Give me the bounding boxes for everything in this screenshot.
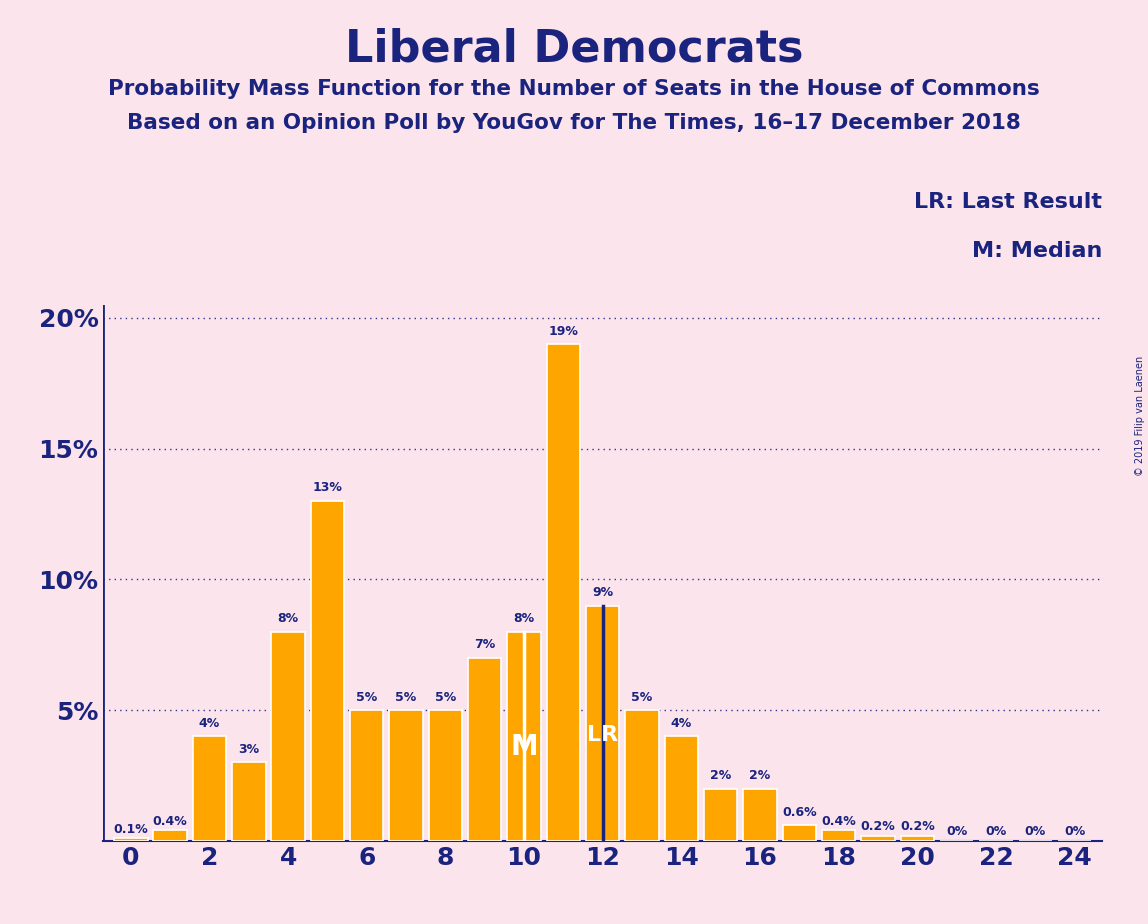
Text: 4%: 4%: [199, 717, 220, 730]
Text: 4%: 4%: [670, 717, 692, 730]
Text: Probability Mass Function for the Number of Seats in the House of Commons: Probability Mass Function for the Number…: [108, 79, 1040, 99]
Bar: [232, 762, 265, 841]
Bar: [271, 632, 305, 841]
Text: Liberal Democrats: Liberal Democrats: [344, 28, 804, 71]
Bar: [507, 632, 541, 841]
Text: 5%: 5%: [395, 690, 417, 703]
Text: 0.4%: 0.4%: [821, 815, 856, 828]
Bar: [546, 344, 580, 841]
Bar: [783, 825, 816, 841]
Bar: [193, 736, 226, 841]
Text: 2%: 2%: [711, 769, 731, 782]
Text: 5%: 5%: [631, 690, 653, 703]
Bar: [861, 835, 894, 841]
Text: 5%: 5%: [356, 690, 378, 703]
Text: 3%: 3%: [239, 743, 259, 756]
Text: 2%: 2%: [750, 769, 770, 782]
Bar: [154, 831, 187, 841]
Text: 9%: 9%: [592, 586, 613, 599]
Bar: [822, 831, 855, 841]
Text: © 2019 Filip van Laenen: © 2019 Filip van Laenen: [1135, 356, 1145, 476]
Text: LR: LR: [587, 725, 619, 745]
Text: 0.2%: 0.2%: [861, 820, 895, 833]
Text: LR: Last Result: LR: Last Result: [914, 192, 1102, 213]
Text: 7%: 7%: [474, 638, 495, 651]
Text: 0%: 0%: [1025, 825, 1046, 838]
Text: 0.4%: 0.4%: [153, 815, 187, 828]
Bar: [626, 711, 659, 841]
Text: 0%: 0%: [946, 825, 968, 838]
Bar: [900, 835, 934, 841]
Bar: [389, 711, 422, 841]
Bar: [704, 788, 737, 841]
Text: Based on an Opinion Poll by YouGov for The Times, 16–17 December 2018: Based on an Opinion Poll by YouGov for T…: [127, 113, 1021, 133]
Text: 0.2%: 0.2%: [900, 820, 934, 833]
Text: 19%: 19%: [549, 324, 579, 337]
Text: M: Median: M: Median: [971, 240, 1102, 261]
Bar: [743, 788, 777, 841]
Bar: [114, 838, 148, 841]
Text: 13%: 13%: [312, 481, 342, 494]
Bar: [311, 501, 344, 841]
Text: 5%: 5%: [435, 690, 456, 703]
Text: 0.6%: 0.6%: [782, 806, 816, 819]
Text: M: M: [510, 733, 538, 760]
Bar: [468, 658, 502, 841]
Text: 0%: 0%: [985, 825, 1007, 838]
Text: 8%: 8%: [278, 613, 298, 626]
Text: 0%: 0%: [1064, 825, 1085, 838]
Text: 8%: 8%: [513, 613, 535, 626]
Text: 0.1%: 0.1%: [114, 822, 148, 835]
Bar: [350, 711, 383, 841]
Bar: [428, 711, 463, 841]
Bar: [665, 736, 698, 841]
Bar: [585, 605, 620, 841]
